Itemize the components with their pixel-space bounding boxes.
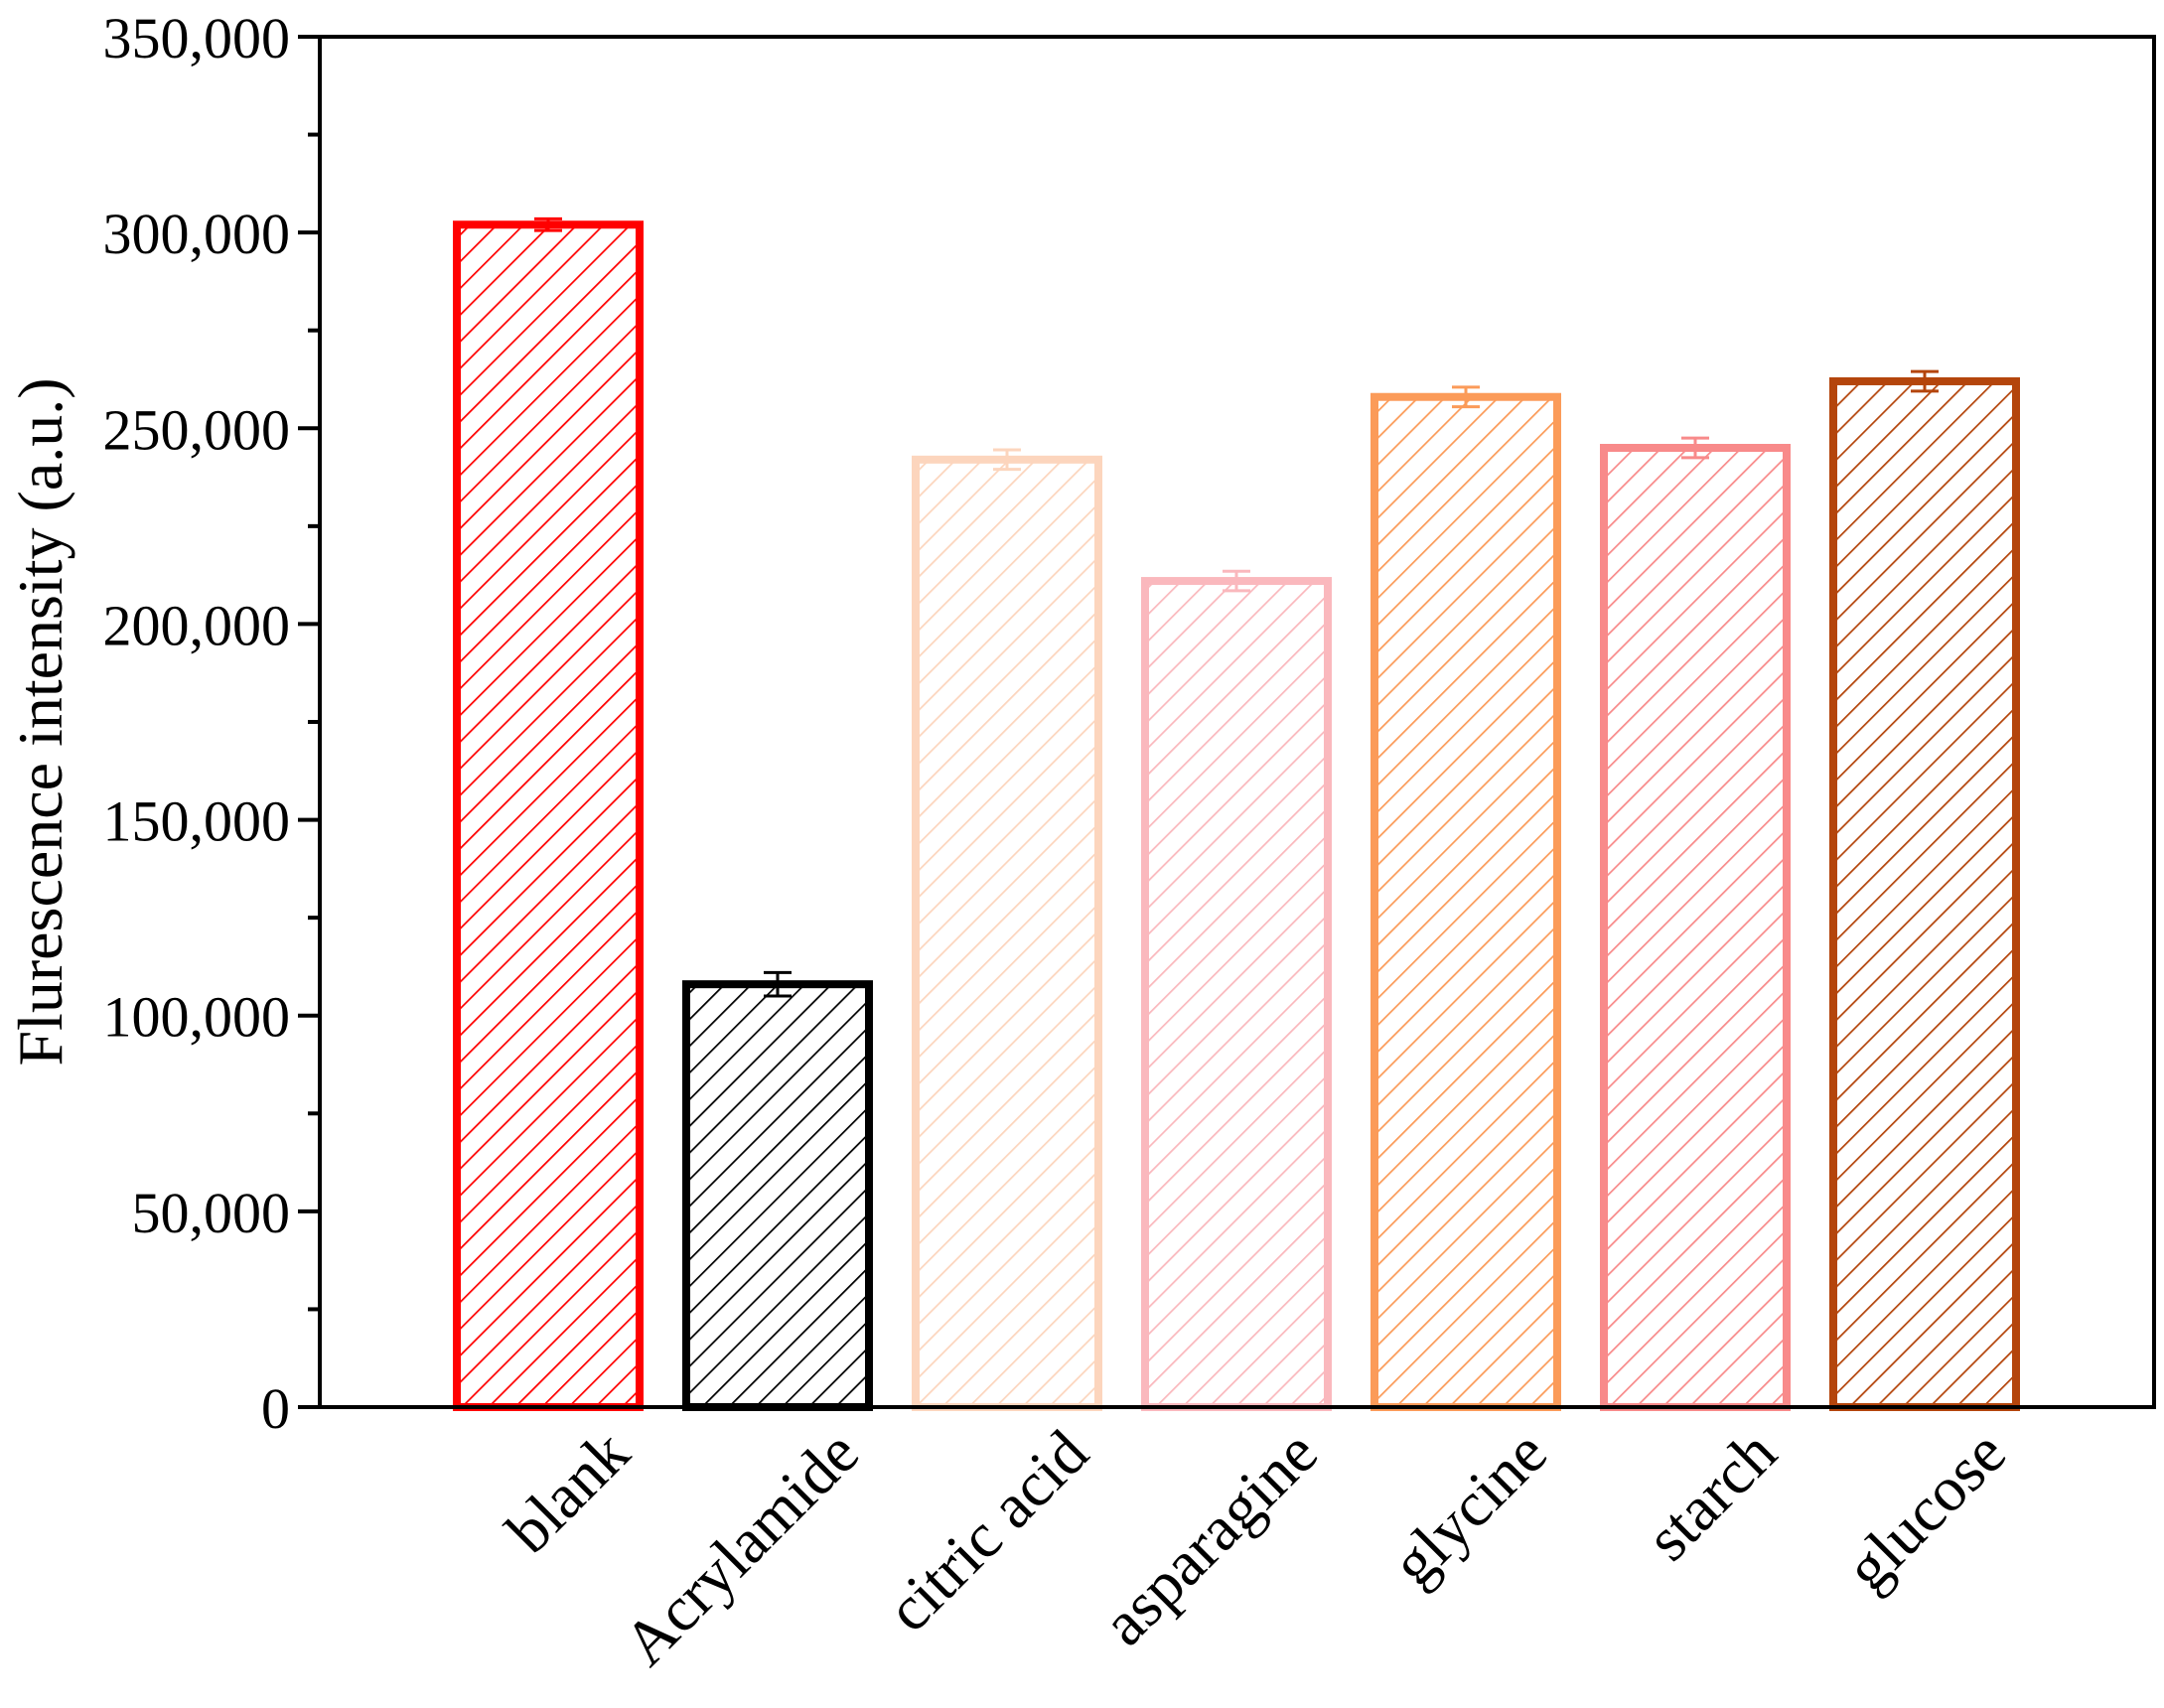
bar-blank <box>453 220 644 1411</box>
error-bar <box>1911 369 1939 393</box>
x-tick-label: citric acid <box>873 1417 1101 1645</box>
error-bar <box>764 970 792 998</box>
error-bar <box>534 216 562 232</box>
y-axis-title: Flurescence intensity (a.u.) <box>5 377 75 1066</box>
error-bar <box>993 448 1021 472</box>
error-bar <box>1452 385 1480 409</box>
y-tick-label: 150,000 <box>103 789 291 854</box>
plot-frame <box>318 35 2156 1409</box>
x-tick-label: glycine <box>1377 1417 1559 1599</box>
error-bar <box>1223 569 1250 593</box>
y-tick-label: 250,000 <box>103 397 291 462</box>
y-tick-label: 300,000 <box>103 202 291 266</box>
y-tick-label: 50,000 <box>132 1181 291 1245</box>
x-tick-label: starch <box>1633 1417 1790 1574</box>
bar-glucose <box>1829 376 2020 1411</box>
bar-asparagine <box>1141 577 1332 1411</box>
y-tick-label: 350,000 <box>103 6 291 71</box>
bar-glycine <box>1371 392 1561 1411</box>
y-tick-label: 0 <box>261 1376 290 1441</box>
bar-acrylamide <box>682 980 873 1412</box>
x-tick-label: blank <box>493 1417 643 1567</box>
y-tick-label: 200,000 <box>103 593 291 657</box>
bar-citric-acid <box>912 455 1102 1412</box>
error-bar <box>1681 436 1709 460</box>
x-tick-label: Acrylamide <box>610 1417 872 1679</box>
bar-starch <box>1600 444 1791 1411</box>
y-tick-label: 100,000 <box>103 985 291 1050</box>
x-tick-label: asparagine <box>1088 1417 1331 1659</box>
x-tick-label: glucose <box>1831 1417 2018 1604</box>
